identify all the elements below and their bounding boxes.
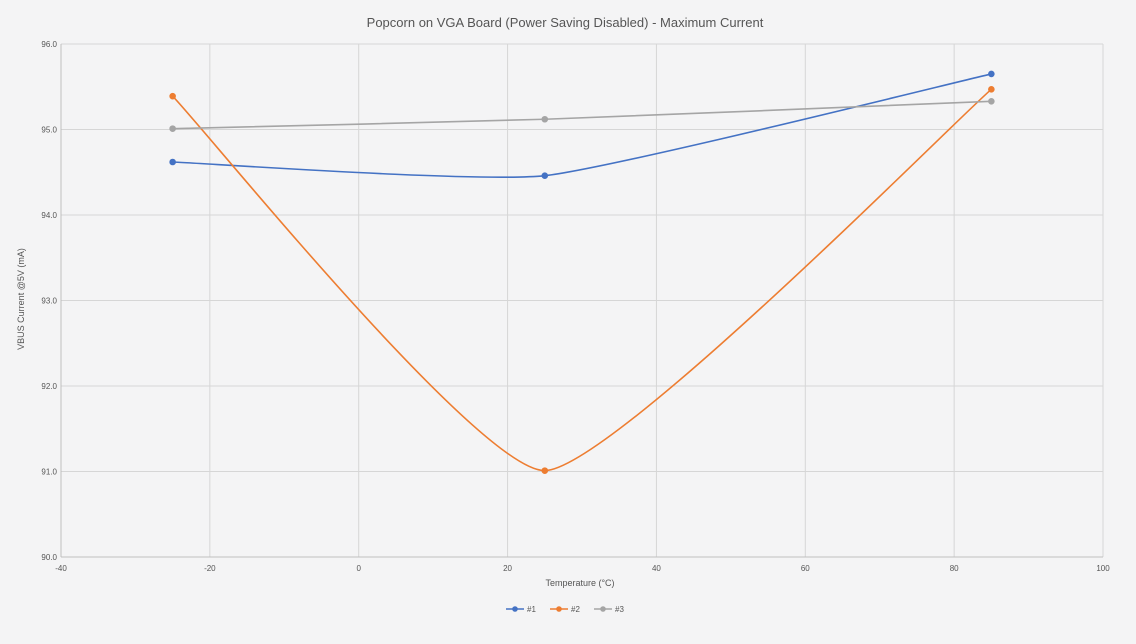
x-tick-label: -20	[204, 564, 216, 573]
x-tick-label: 40	[652, 564, 661, 573]
y-tick-label: 91.0	[41, 468, 57, 477]
series-point-3	[169, 125, 176, 132]
legend-marker-2	[556, 606, 562, 612]
x-tick-label: 20	[503, 564, 512, 573]
x-axis-label: Temperature (°C)	[545, 578, 614, 588]
x-tick-label: -40	[55, 564, 67, 573]
legend-label-2: #2	[571, 605, 580, 614]
series-point-2	[541, 467, 549, 474]
y-tick-label: 94.0	[41, 211, 57, 220]
y-tick-label: 96.0	[41, 40, 57, 49]
series-point-3	[988, 97, 995, 105]
y-tick-label: 95.0	[41, 126, 57, 135]
series-point-3	[541, 115, 549, 123]
series-line-3	[172, 100, 992, 130]
series-point-2	[169, 92, 176, 100]
x-tick-label: 0	[356, 564, 361, 573]
series-point-1	[169, 158, 176, 166]
axes: 90.0 91.0 92.0 93.0 94.0 95.0 96.0 -40 -20 0 20 40 6…	[41, 40, 1110, 573]
legend-marker-3	[600, 606, 606, 612]
series-point-1	[541, 172, 549, 179]
series-point-1	[988, 70, 995, 78]
chart-title: Popcorn on VGA Board (Power Saving Disab…	[367, 15, 764, 30]
y-axis-label: VBUS Current @5V (mA)	[16, 248, 26, 350]
y-tick-label: 92.0	[41, 382, 57, 391]
legend-label-1: #1	[527, 605, 536, 614]
legend: #1 #2 #3	[506, 605, 624, 614]
grid-lines	[60, 43, 1104, 558]
series-group	[169, 70, 995, 474]
x-tick-label: 100	[1096, 564, 1110, 573]
legend-marker-1	[512, 606, 518, 612]
legend-label-3: #3	[615, 605, 624, 614]
series-line-2	[172, 88, 992, 472]
x-tick-label: 80	[950, 564, 959, 573]
y-tick-label: 90.0	[41, 553, 57, 562]
x-tick-label: 60	[801, 564, 810, 573]
y-tick-label: 93.0	[41, 297, 57, 306]
series-point-2	[988, 86, 995, 93]
